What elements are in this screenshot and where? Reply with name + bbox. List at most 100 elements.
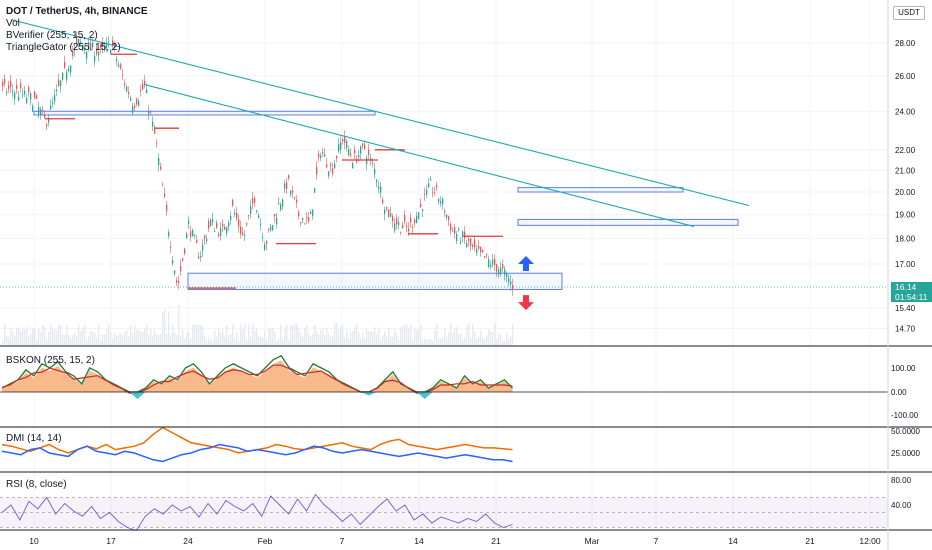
legend-bverifier[interactable]: BVerifier (255, 15, 2): [6, 30, 98, 41]
volume-bar: [330, 337, 332, 345]
volume-bar: [190, 338, 192, 345]
candle-body: [330, 164, 332, 167]
volume-bar: [156, 334, 158, 345]
volume-bar: [334, 323, 336, 345]
volume-bar: [340, 325, 342, 345]
candle-body: [504, 269, 506, 275]
rsi-pane: [0, 493, 888, 532]
candle-body: [424, 193, 426, 195]
candle-body: [88, 42, 90, 50]
volume-bar: [488, 329, 490, 345]
candle-body: [496, 264, 498, 272]
x-tick-label: 17: [106, 536, 116, 546]
candle-body: [104, 46, 106, 50]
volume-bar: [246, 340, 248, 345]
volume-bar: [64, 334, 66, 345]
candle-body: [488, 259, 490, 267]
currency-badge[interactable]: USDT: [893, 6, 925, 20]
bskon-pane: [0, 354, 888, 399]
zone-box: [187, 272, 563, 290]
candle-body: [294, 197, 296, 199]
volume-bar: [364, 338, 366, 345]
candle-body: [66, 72, 68, 80]
symbol-title[interactable]: DOT / TetherUS, 4h, BINANCE: [6, 6, 148, 17]
trendlines[interactable]: [11, 19, 750, 228]
volume-bar: [358, 332, 360, 345]
x-tick-label: 7: [654, 536, 659, 546]
legend-vol[interactable]: Vol: [6, 18, 20, 29]
candle-body: [2, 81, 4, 86]
candle-body: [188, 220, 190, 224]
time-axis[interactable]: 10 17 24 Feb 7 14 21 Mar 7 14 21 12:00: [29, 536, 881, 546]
volume-bar: [418, 327, 420, 345]
candle-body: [214, 231, 216, 232]
volume-bar: [32, 328, 34, 345]
volume-bar: [182, 329, 184, 345]
candle-body: [78, 38, 80, 45]
volume-bar: [66, 325, 68, 345]
candle-body: [406, 226, 408, 228]
price-axis[interactable]: 328.0026.0024.0022.0021.0020.0019.0018.0…: [891, 7, 920, 510]
candle-body: [428, 183, 430, 188]
volume-bar: [398, 339, 400, 345]
volume-bar: [230, 334, 232, 345]
volume-bar: [188, 330, 190, 345]
candle-body: [434, 191, 436, 193]
candle-body: [14, 92, 16, 100]
volume-bar: [36, 340, 38, 345]
volume-bar: [220, 332, 222, 345]
volume-bar: [214, 329, 216, 345]
legend-rsi[interactable]: RSI (8, close): [6, 479, 67, 490]
candle-body: [288, 175, 290, 179]
candle-body: [102, 41, 104, 47]
candle-body: [392, 216, 394, 222]
candle-body: [386, 206, 388, 209]
volume-bar: [302, 336, 304, 345]
candle-body: [6, 91, 8, 94]
volume-bar: [76, 335, 78, 345]
volume-bar: [196, 324, 198, 345]
volume-bar: [40, 332, 42, 345]
candle-body: [234, 212, 236, 215]
volume-bar: [376, 334, 378, 345]
volume-bar: [42, 324, 44, 345]
volume-bar: [308, 333, 310, 345]
candle-body: [352, 163, 354, 169]
candle-body: [440, 201, 442, 204]
volume-bar: [404, 324, 406, 345]
candle-body: [246, 222, 248, 225]
candle-body: [302, 218, 304, 221]
volume-bar: [438, 337, 440, 345]
candle-body: [70, 65, 72, 73]
candle-body: [280, 204, 282, 210]
volume-bar: [272, 328, 274, 345]
legend-bskon[interactable]: BSKON (255, 15, 2): [6, 355, 95, 366]
volume-bar: [18, 327, 20, 345]
volume-bar: [436, 323, 438, 345]
candle-body: [384, 209, 386, 214]
candle-body: [366, 157, 368, 165]
volume-bar: [48, 331, 50, 345]
candle-body: [458, 229, 460, 231]
volume-bar: [342, 324, 344, 345]
volume-bar: [94, 333, 96, 345]
volume-bar: [380, 340, 382, 345]
candle-body: [282, 199, 284, 207]
rsi-line: [1, 493, 513, 532]
candle-body: [362, 143, 364, 146]
legend-dmi[interactable]: DMI (14, 14): [6, 433, 62, 444]
candle-body: [12, 90, 14, 92]
candle-body: [306, 217, 308, 219]
zone-rectangles[interactable]: [33, 110, 739, 290]
volume-bar: [70, 338, 72, 345]
volume-bar: [430, 339, 432, 345]
candle-body: [218, 234, 220, 237]
legend-trianglegator[interactable]: TriangleGator (255, 15, 2): [6, 42, 121, 53]
dmi-minus-line: [1, 443, 513, 463]
x-tick-label: 7: [340, 536, 345, 546]
volume-bar: [168, 311, 170, 345]
volume-bar: [414, 327, 416, 345]
volume-bar: [2, 340, 4, 345]
